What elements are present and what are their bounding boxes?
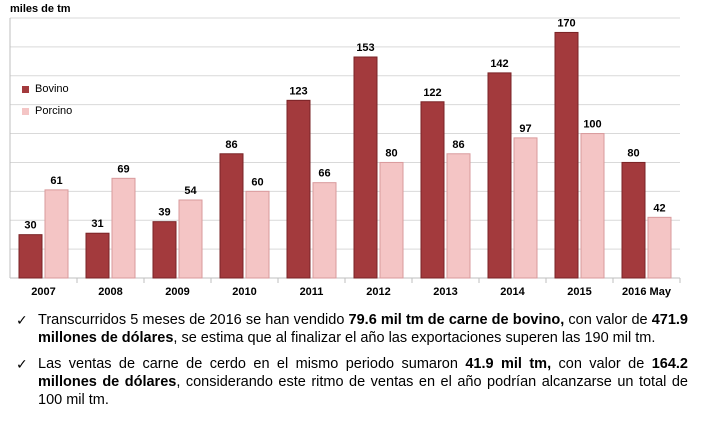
notes-list: ✓ Transcurridos 5 meses de 2016 se han ve… xyxy=(16,311,688,417)
data-label-bovino: 30 xyxy=(24,220,36,232)
bar-bovino xyxy=(152,221,177,279)
bar-bovino xyxy=(621,161,646,279)
data-label-porcino: 86 xyxy=(452,139,464,151)
data-label-bovino: 80 xyxy=(627,147,639,159)
x-tick-label: 2014 xyxy=(500,286,525,298)
data-label-porcino: 69 xyxy=(117,163,129,175)
note-text-bold: 471.9 millones de dólares xyxy=(38,312,688,346)
bar-porcino xyxy=(580,133,605,279)
data-label-bovino: 39 xyxy=(158,207,170,219)
x-tick-label: 2010 xyxy=(232,286,256,298)
data-label-porcino: 80 xyxy=(385,147,397,159)
bar-bovino xyxy=(487,72,512,279)
note-text-bold: 41.9 mil tm, xyxy=(465,356,552,372)
bar-bovino xyxy=(85,232,110,279)
x-tick-label: 2011 xyxy=(300,286,324,298)
bar-bovino xyxy=(219,153,244,279)
data-label-porcino: 42 xyxy=(653,202,665,214)
bar-porcino xyxy=(111,177,136,279)
data-label-porcino: 54 xyxy=(184,185,197,197)
bar-porcino xyxy=(647,216,672,279)
bar-porcino xyxy=(379,161,404,279)
data-label-bovino: 123 xyxy=(289,85,307,97)
bar-bovino xyxy=(420,101,445,279)
bar-chart: 30 61 2007 31 69 2008 39 54 2009 86 60 2010 123 66 201… xyxy=(9,17,681,298)
x-tick-label: 2012 xyxy=(366,286,390,298)
note-text-bold: 164.2 millones de dólares xyxy=(38,356,688,390)
x-tick-label: 2013 xyxy=(433,286,457,298)
note-text-run: con valor de xyxy=(551,356,652,372)
x-tick-label: 2008 xyxy=(98,286,122,298)
bar-bovino xyxy=(353,56,378,279)
data-label-bovino: 31 xyxy=(91,218,103,230)
bar-porcino xyxy=(513,137,538,279)
data-label-bovino: 170 xyxy=(557,17,575,29)
data-label-porcino: 100 xyxy=(583,119,601,131)
legend-label-porcino: Porcino xyxy=(35,105,73,117)
note-text-bold: 79.6 mil tm de carne de bovino, xyxy=(348,312,565,328)
data-label-bovino: 86 xyxy=(225,139,237,151)
legend-item-porcino: Porcino xyxy=(22,100,72,122)
bar-porcino xyxy=(312,182,337,279)
bar-bovino xyxy=(554,31,579,279)
checkmark-icon: ✓ xyxy=(16,312,28,328)
note-text-run: , considerando este ritmo de ventas en e… xyxy=(38,374,688,408)
note-text-run: Transcurridos 5 meses de 2016 se han ven… xyxy=(38,312,349,328)
data-label-porcino: 60 xyxy=(251,176,263,188)
note-text-run: , se estima que al finalizar el año las … xyxy=(173,330,656,346)
data-label-porcino: 61 xyxy=(50,175,62,187)
x-tick-label: 2009 xyxy=(165,286,189,298)
bar-porcino xyxy=(44,189,69,279)
bar-porcino xyxy=(446,153,471,279)
legend-item-bovino: Bovino xyxy=(22,78,72,100)
legend-swatch-bovino xyxy=(22,85,29,93)
note-text-run: con valor de xyxy=(564,312,652,328)
x-tick-label: 2007 xyxy=(31,286,55,298)
bar-bovino xyxy=(286,99,311,279)
data-label-bovino: 142 xyxy=(490,58,508,70)
note-item: ✓ Transcurridos 5 meses de 2016 se han ve… xyxy=(16,311,688,347)
legend: Bovino Porcino xyxy=(22,78,72,122)
bar-bovino xyxy=(18,234,43,279)
x-tick-label: 2015 xyxy=(567,286,591,298)
note-item: ✓ Las ventas de carne de cerdo en el mism… xyxy=(16,355,688,409)
checkmark-icon: ✓ xyxy=(16,356,28,372)
note-text: Transcurridos 5 meses de 2016 se han ven… xyxy=(38,311,688,347)
data-label-bovino: 122 xyxy=(423,87,441,99)
data-label-bovino: 153 xyxy=(356,42,374,54)
y-axis-label: miles de tm xyxy=(10,3,71,15)
legend-swatch-porcino xyxy=(22,107,29,115)
data-label-porcino: 97 xyxy=(519,123,531,135)
note-text-run: Las ventas de carne de cerdo en el mismo… xyxy=(38,356,466,372)
bar-porcino xyxy=(245,190,270,279)
note-text: Las ventas de carne de cerdo en el mismo… xyxy=(38,355,688,409)
legend-label-bovino: Bovino xyxy=(35,83,69,95)
data-label-porcino: 66 xyxy=(318,168,330,180)
bar-porcino xyxy=(178,199,203,279)
x-tick-label: 2016 May xyxy=(622,286,672,298)
